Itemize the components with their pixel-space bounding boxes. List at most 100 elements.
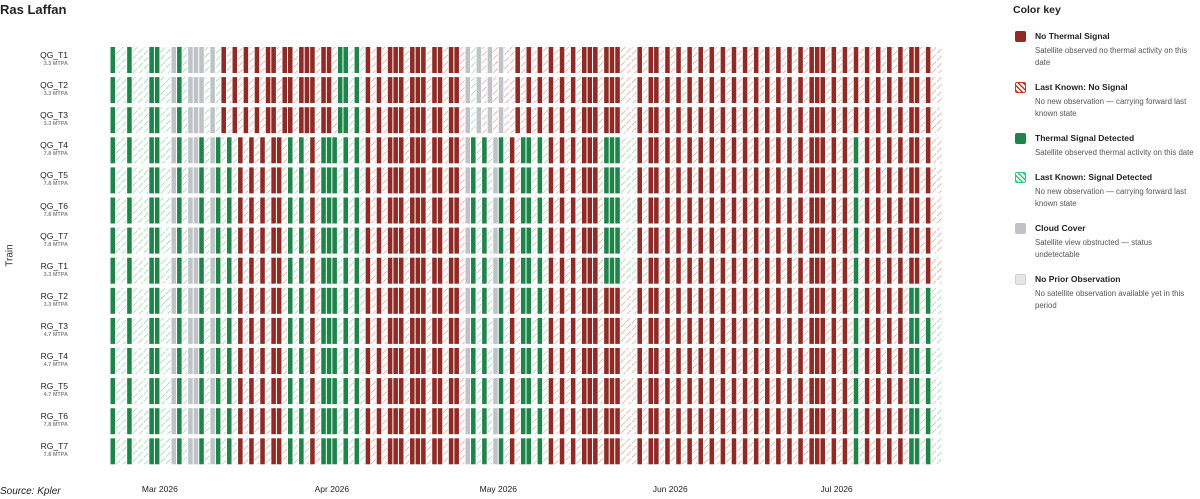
status-cell (326, 47, 332, 73)
status-cell (687, 197, 692, 224)
status-cell (637, 378, 642, 405)
status-cell (731, 378, 737, 405)
status-cell (803, 227, 809, 254)
status-cell (199, 227, 204, 254)
status-cell (620, 438, 626, 465)
status-cell (576, 197, 581, 224)
status-cell (831, 348, 837, 374)
status-cell (742, 408, 748, 435)
status-cell (387, 408, 393, 435)
status-cell (127, 47, 132, 73)
status-cell (215, 227, 221, 254)
status-cell (859, 137, 864, 164)
status-cell (465, 167, 471, 194)
status-cell (160, 378, 165, 405)
status-cell (909, 167, 914, 194)
status-cell (631, 287, 637, 314)
status-cell (720, 167, 726, 194)
status-cell (138, 317, 143, 344)
status-cell (898, 378, 903, 405)
status-cell (343, 348, 349, 374)
status-cell (454, 257, 459, 284)
status-cell (454, 287, 459, 314)
status-cell (820, 348, 826, 374)
status-cell (360, 438, 365, 465)
status-cell (759, 77, 765, 104)
status-cell (432, 348, 437, 374)
status-cell (781, 408, 787, 435)
status-cell (626, 107, 631, 134)
status-cell (332, 197, 337, 224)
status-cell (814, 227, 820, 254)
status-cell (221, 47, 226, 73)
status-cell (626, 77, 631, 104)
status-cell (304, 348, 310, 374)
status-cell (121, 257, 127, 284)
status-cell (620, 287, 626, 314)
status-cell (432, 227, 437, 254)
status-cell (692, 77, 698, 104)
status-cell (931, 317, 936, 344)
status-cell (443, 317, 448, 344)
status-cell (393, 197, 398, 224)
status-cell (920, 408, 925, 435)
status-cell (798, 438, 803, 465)
status-cell (243, 408, 249, 435)
status-cell (421, 197, 426, 224)
status-cell (498, 317, 504, 344)
status-cell (726, 408, 731, 435)
status-cell (898, 47, 903, 73)
status-cell (404, 348, 410, 374)
status-cell (398, 257, 404, 284)
status-cell (831, 438, 837, 465)
status-cell (887, 227, 892, 254)
status-cell (371, 77, 376, 104)
status-cell (271, 77, 276, 104)
status-cell (781, 227, 787, 254)
status-cell (814, 107, 820, 134)
status-cell (271, 408, 276, 435)
status-cell (210, 197, 215, 224)
status-cell (404, 47, 410, 73)
status-cell (659, 378, 665, 405)
row-label-qg_t5: QG_T5 7.8 MTPA (0, 170, 68, 188)
status-cell (443, 107, 448, 134)
status-cell (432, 77, 437, 104)
status-cell (138, 348, 143, 374)
status-cell (770, 348, 776, 374)
status-cell (476, 137, 482, 164)
status-cell (532, 348, 537, 374)
status-cell (349, 167, 354, 194)
status-cell (543, 287, 548, 314)
status-cell (875, 257, 881, 284)
status-cell (848, 107, 853, 134)
train-capacity: 4.7 MTPA (43, 362, 68, 368)
status-cell (936, 287, 942, 314)
status-cell (848, 77, 853, 104)
row-label-qg_t4: QG_T4 7.8 MTPA (0, 140, 68, 158)
status-cell (454, 438, 459, 465)
status-cell (642, 77, 648, 104)
status-cell (914, 287, 920, 314)
status-cell (559, 408, 565, 435)
status-cell (121, 408, 127, 435)
status-cell (543, 47, 548, 73)
status-cell (454, 47, 459, 73)
status-cell (903, 47, 909, 73)
status-cell (892, 167, 898, 194)
status-cell (138, 438, 143, 465)
status-cell (537, 197, 543, 224)
status-cell (165, 348, 171, 374)
status-cell (276, 287, 282, 314)
status-cell (543, 197, 548, 224)
status-cell (853, 47, 859, 73)
status-cell (676, 167, 681, 194)
status-cell (681, 378, 687, 405)
status-cell (576, 227, 581, 254)
status-cell (615, 378, 620, 405)
status-cell (226, 137, 232, 164)
status-cell (177, 227, 182, 254)
status-cell (881, 77, 887, 104)
status-cell (343, 257, 349, 284)
status-cell (920, 47, 925, 73)
